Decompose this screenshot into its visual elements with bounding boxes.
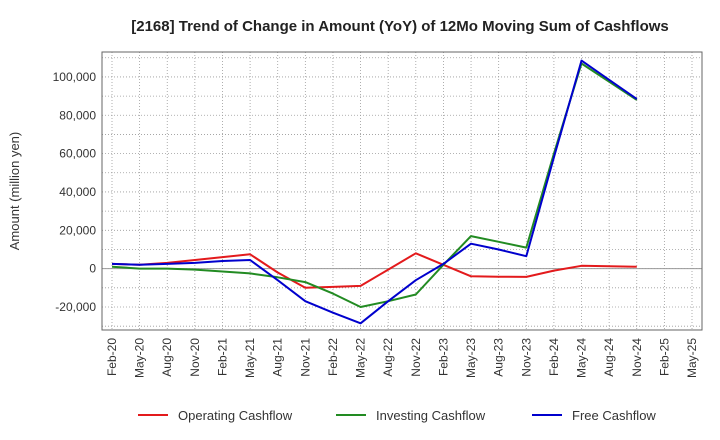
legend-label-operating-cashflow: Operating Cashflow [178, 408, 293, 423]
x-tick-label: Feb-25 [657, 338, 671, 376]
series-line-free-cashflow [111, 59, 638, 325]
x-tick-label: Feb-21 [215, 338, 229, 376]
x-tick-label: Aug-22 [381, 338, 395, 377]
y-tick-label: 40,000 [59, 185, 96, 199]
y-tick-label: 0 [89, 262, 96, 276]
y-axis-ticks: -20,000 0 20,000 40,000 60,000 80,000 100,000 [53, 70, 97, 314]
x-tick-label: Aug-20 [160, 338, 174, 377]
x-tick-label: Feb-24 [547, 338, 561, 376]
plot-area-frame [101, 51, 703, 331]
series-lines [111, 59, 638, 325]
x-tick-label: May-22 [354, 338, 368, 378]
x-tick-label: May-24 [575, 338, 589, 378]
legend-label-investing-cashflow: Investing Cashflow [376, 408, 486, 423]
x-tick-label: Feb-20 [105, 338, 119, 376]
x-tick-label: May-21 [243, 338, 257, 378]
x-tick-label: Nov-21 [298, 338, 312, 377]
chart-title: [2168] Trend of Change in Amount (YoY) o… [131, 18, 669, 35]
x-tick-label: Nov-22 [409, 338, 423, 377]
x-tick-label: Nov-23 [519, 338, 533, 377]
x-tick-label: Feb-23 [436, 338, 450, 376]
x-tick-label: May-23 [464, 338, 478, 378]
y-tick-label: 80,000 [59, 108, 96, 122]
x-tick-label: Nov-20 [188, 338, 202, 377]
x-tick-label: Aug-23 [492, 338, 506, 377]
x-axis-ticks: Feb-20 May-20 Aug-20 Nov-20 Feb-21 May-21 Aug-… [105, 338, 699, 378]
legend: Operating Cashflow Investing Cashflow Free… [138, 408, 656, 423]
legend-label-free-cashflow: Free Cashflow [572, 408, 656, 423]
y-tick-label: 60,000 [59, 147, 96, 161]
series-line-investing-cashflow [111, 62, 638, 308]
y-tick-label: -20,000 [55, 300, 96, 314]
x-tick-label: Aug-21 [271, 338, 285, 377]
grid-lines [102, 52, 702, 330]
y-axis-label: Amount (million yen) [7, 132, 22, 251]
y-tick-label: 100,000 [53, 70, 97, 84]
x-tick-label: Nov-24 [630, 338, 644, 377]
series-line-operating-cashflow [111, 252, 637, 289]
x-tick-label: May-20 [133, 338, 147, 378]
y-tick-label: 20,000 [59, 223, 96, 237]
x-tick-label: May-25 [685, 338, 699, 378]
x-tick-label: Feb-22 [326, 338, 340, 376]
x-tick-label: Aug-24 [602, 338, 616, 377]
